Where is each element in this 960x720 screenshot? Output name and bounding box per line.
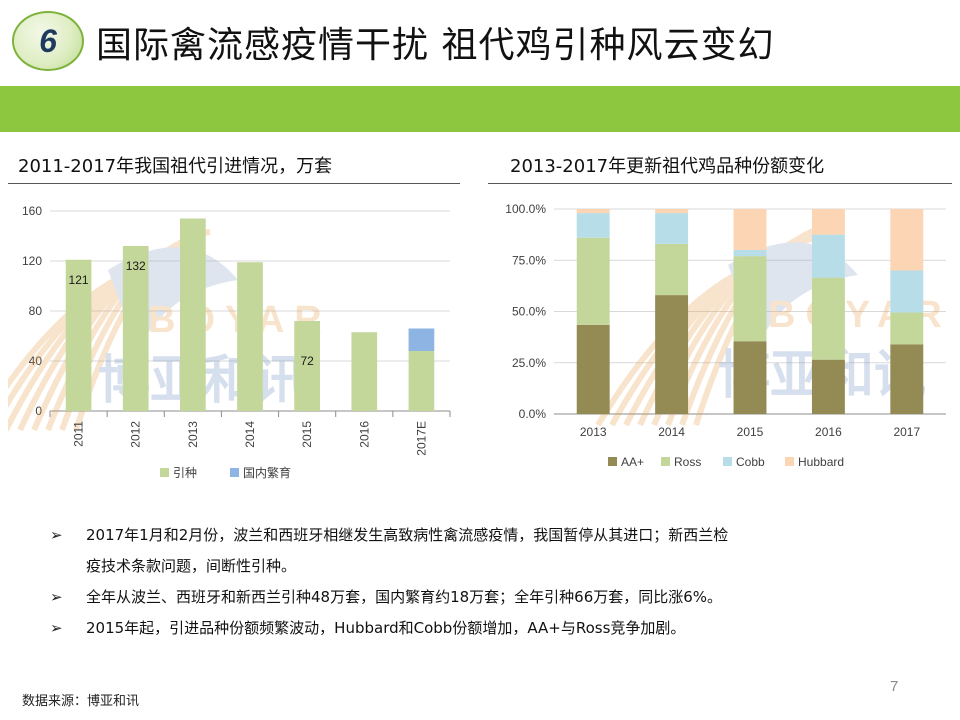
x-tick-label: 2015 (300, 421, 314, 448)
chart-title-imports: 2011-2017年我国祖代引进情况，万套 (18, 156, 333, 177)
watermark-swoosh-stripe (609, 248, 795, 427)
y-tick-label: 80 (29, 304, 43, 318)
bar-segment-Ross (811, 277, 845, 360)
x-tick-label: 2016 (815, 425, 842, 439)
page-number: 7 (890, 678, 899, 695)
imports-chart: 0 40 80 120 160 BOYAR博亚和讯2011 2012 2013 2014 2015… (0, 190, 460, 490)
y-tick-label: 40 (29, 354, 43, 368)
bar-segment-引种 (294, 321, 320, 411)
bar-segment-Hubbard (890, 209, 924, 271)
imports-chart-svg: 0 40 80 120 160 BOYAR博亚和讯2011 2012 2013 2014 2015… (0, 204, 451, 480)
header-bar: 6 国际禽流感疫情干扰 祖代鸡引种风云变幻 (0, 0, 960, 132)
x-tick-label: 2014 (243, 421, 257, 448)
x-tick-label: 2014 (658, 425, 685, 439)
legend-label: Hubbard (798, 455, 844, 469)
legend-label: Ross (674, 455, 701, 469)
watermark-swoosh-stripe (31, 241, 193, 432)
bar-segment-Ross (733, 256, 767, 342)
legend-swatch (160, 468, 169, 477)
bar-segment-Hubbard (811, 209, 845, 235)
boyar-watermark-logo: BOYAR博亚和讯 (0, 229, 332, 432)
bar-segment-AA+ (811, 359, 845, 414)
bar-segment-Hubbard (576, 209, 610, 214)
legend-swatch (661, 457, 670, 466)
data-source: 数据来源：博亚和讯 (22, 694, 140, 709)
bullet-text: 全年从波兰、西班牙和新西兰引种48万套，国内繁育约18万套；全年引种66万套，同… (86, 588, 723, 606)
bar-segment-AA+ (733, 341, 767, 414)
x-tick-label: 2017 (893, 425, 920, 439)
breed-share-chart: 0.0%25.0%50.0%75.0%100.0%BOYAR博亚和讯201320… (488, 190, 954, 480)
y-tick-label: 120 (22, 254, 42, 268)
bar-segment-Cobb (890, 270, 924, 313)
bullet-text: 疫技术条款问题，间断性引种。 (86, 557, 297, 575)
bar-segment-引种 (408, 351, 435, 411)
bar-segment-引种 (180, 218, 206, 411)
bar-segment-Hubbard (655, 209, 689, 214)
watermark-latin-text: BOYAR (768, 294, 952, 336)
y-tick-label: 100.0% (505, 202, 546, 216)
bar-segment-引种 (237, 262, 263, 411)
bar-segment-AA+ (890, 344, 924, 414)
watermark-latin-text: BOYAR (148, 299, 332, 341)
bullet-continuation: 疫技术条款问题，间断性引种。 (50, 551, 910, 582)
watermark-swoosh-stripe (17, 245, 187, 432)
bar-segment-Ross (576, 237, 610, 325)
x-tick-label: 2013 (186, 421, 200, 448)
legend-swatch (785, 457, 794, 466)
bar-segment-国内繁育 (408, 328, 435, 351)
watermark-swoosh-stripe (623, 244, 801, 427)
x-tick-label: 2012 (129, 421, 143, 448)
title-divider-right (488, 183, 952, 184)
legend-label: 引种 (173, 466, 197, 480)
x-tick-label: 2017E (414, 421, 428, 456)
bar-segment-Hubbard (733, 209, 767, 250)
bullet-text: 2015年起，引进品种份额频繁波动，Hubbard和Cobb份额增加，AA+与R… (86, 619, 686, 637)
bar-segment-AA+ (576, 324, 610, 414)
bar-segment-Cobb (655, 213, 689, 244)
bullet-arrow-icon: ➢ (50, 588, 63, 606)
bullet-item: ➢ 2017年1月和2月份，波兰和西班牙相继发生高致病性禽流感疫情，我国暂停从其… (50, 520, 910, 551)
legend-label: 国内繁育 (243, 465, 291, 480)
legend-label: Cobb (736, 455, 765, 469)
bar-segment-引种 (122, 246, 149, 411)
x-tick-label: 2013 (580, 425, 607, 439)
x-tick-label: 2016 (357, 421, 371, 448)
y-tick-label: 0.0% (519, 407, 547, 421)
bar-data-label: 72 (300, 354, 314, 368)
bar-segment-AA+ (655, 295, 689, 414)
bullet-list: ➢ 2017年1月和2月份，波兰和西班牙相继发生高致病性禽流感疫情，我国暂停从其… (50, 520, 910, 644)
y-tick-label: 25.0% (512, 356, 546, 370)
bar-data-label: 121 (69, 273, 89, 287)
bullet-item: ➢ 全年从波兰、西班牙和新西兰引种48万套，国内繁育约18万套；全年引种66万套… (50, 582, 910, 613)
bullet-arrow-icon: ➢ (50, 526, 63, 544)
bar-segment-Cobb (811, 234, 845, 278)
bar-segment-Ross (890, 312, 924, 345)
legend-swatch (230, 468, 239, 477)
bullet-arrow-icon: ➢ (50, 619, 63, 637)
bullet-text: 2017年1月和2月份，波兰和西班牙相继发生高致病性禽流感疫情，我国暂停从其进口… (86, 526, 729, 544)
header-title-band (0, 0, 960, 86)
x-tick-label: 2015 (737, 425, 764, 439)
bar-segment-引种 (351, 332, 378, 411)
bar-segment-Cobb (576, 213, 610, 238)
y-tick-label: 75.0% (512, 253, 546, 267)
bar-data-label: 132 (126, 259, 146, 273)
legend-swatch (608, 457, 617, 466)
x-tick-label: 2011 (72, 421, 86, 447)
bullet-item: ➢ 2015年起，引进品种份额频繁波动，Hubbard和Cobb份额增加，AA+… (50, 613, 910, 644)
bar-segment-Ross (655, 243, 689, 296)
y-tick-label: 160 (22, 204, 42, 218)
bar-segment-引种 (65, 259, 92, 411)
legend-label: AA+ (621, 455, 644, 469)
y-tick-label: 50.0% (512, 305, 546, 319)
title-divider-left (8, 183, 460, 184)
legend-swatch (723, 457, 732, 466)
bar-segment-Cobb (733, 250, 767, 257)
page-title: 国际禽流感疫情干扰 祖代鸡引种风云变幻 (96, 25, 775, 66)
y-tick-label: 0 (35, 404, 42, 418)
section-number-badge: 6 (12, 11, 84, 71)
chart-title-breed-share: 2013-2017年更新祖代鸡品种份额变化 (510, 156, 825, 177)
breed-share-chart-svg: 0.0%25.0%50.0%75.0%100.0%BOYAR博亚和讯201320… (505, 202, 952, 469)
